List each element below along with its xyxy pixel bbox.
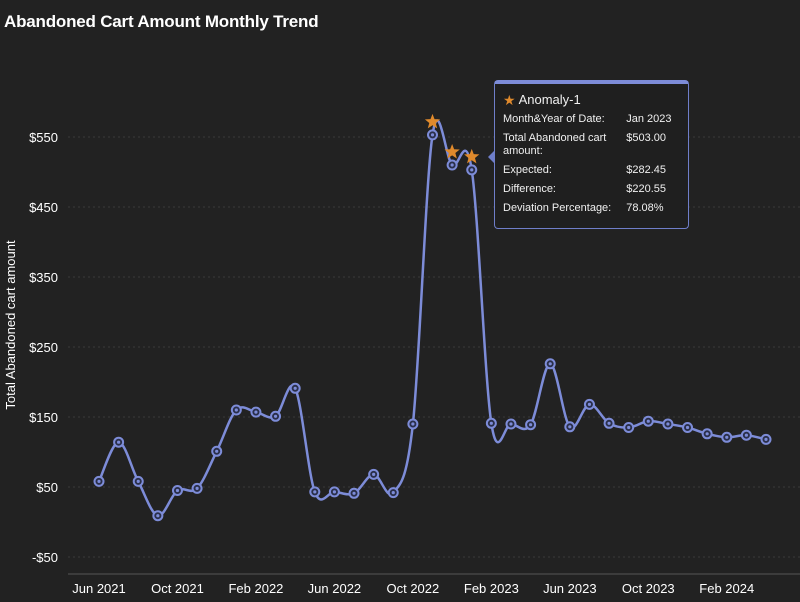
anomaly-markers-layer <box>424 113 480 164</box>
data-point[interactable] <box>466 164 478 176</box>
x-tick-label: Oct 2022 <box>386 581 439 596</box>
tooltip-value: Jan 2023 <box>626 113 672 125</box>
x-tick-label: Feb 2023 <box>464 581 519 596</box>
data-point[interactable] <box>485 417 497 429</box>
y-tick-label: $450 <box>29 200 58 215</box>
data-point[interactable] <box>368 468 380 480</box>
data-point[interactable] <box>505 418 517 430</box>
data-point[interactable] <box>328 486 340 498</box>
data-point[interactable] <box>427 129 438 141</box>
data-point[interactable] <box>211 445 223 457</box>
gridlines <box>68 136 800 575</box>
x-tick-label: Jun 2021 <box>72 581 126 596</box>
tooltip-row-deviation: Deviation Percentage: 78.08% <box>503 202 680 215</box>
data-point[interactable] <box>446 159 458 171</box>
y-axis-ticks: -$50 $50 $150 $250 $350 $450 $550 <box>29 130 58 565</box>
x-tick-label: Oct 2023 <box>622 581 675 596</box>
data-point[interactable] <box>564 421 576 433</box>
y-tick-label: $550 <box>29 130 58 145</box>
tooltip-label: Difference: <box>503 183 556 195</box>
data-point[interactable] <box>721 431 733 443</box>
x-tick-label: Oct 2021 <box>151 581 204 596</box>
x-tick-label: Jun 2023 <box>543 581 597 596</box>
chart-title: Abandoned Cart Amount Monthly Trend <box>4 12 319 31</box>
y-tick-label: $250 <box>29 340 58 355</box>
y-axis-label: Total Abandoned cart amount <box>3 240 18 410</box>
data-point[interactable] <box>662 418 674 430</box>
data-point[interactable] <box>230 404 242 416</box>
anomaly-star-icon[interactable] <box>444 144 460 159</box>
tooltip-value: $282.45 <box>626 164 666 176</box>
data-point[interactable] <box>348 487 360 499</box>
data-point[interactable] <box>407 418 419 430</box>
tooltip-label: Expected: <box>503 164 552 176</box>
data-point[interactable] <box>309 486 321 498</box>
star-icon: ★ <box>503 91 516 108</box>
data-point[interactable] <box>132 475 144 487</box>
tooltip-row-expected: Expected: $282.45 <box>503 164 680 177</box>
data-point[interactable] <box>583 398 595 410</box>
data-point[interactable] <box>760 433 772 445</box>
data-point[interactable] <box>171 485 183 496</box>
tooltip-pointer <box>488 150 495 164</box>
y-tick-label: $350 <box>29 270 58 285</box>
tooltip-label: Deviation Percentage: <box>503 202 612 214</box>
data-point[interactable] <box>525 419 537 431</box>
tooltip-row-difference: Difference: $220.55 <box>503 183 680 196</box>
anomaly-star-icon[interactable] <box>464 148 480 164</box>
x-tick-label: Jun 2022 <box>308 581 362 596</box>
tooltip-value: $220.55 <box>626 183 666 195</box>
anomaly-star-icon[interactable] <box>424 113 441 129</box>
data-point[interactable] <box>191 482 203 494</box>
data-points-layer <box>93 129 772 522</box>
data-point[interactable] <box>289 382 301 394</box>
data-point[interactable] <box>603 417 615 429</box>
y-tick-label: $50 <box>36 480 58 495</box>
tooltip-title: Anomaly-1 <box>518 92 581 107</box>
y-tick-label: -$50 <box>32 550 58 565</box>
tooltip-header: ★ Anomaly-1 <box>503 92 680 107</box>
x-tick-label: Feb 2024 <box>699 581 754 596</box>
data-point[interactable] <box>642 415 654 427</box>
x-tick-label: Feb 2022 <box>228 581 283 596</box>
tooltip-row-total: Total Abandoned cart amount: $503.00 <box>503 132 680 158</box>
tooltip-label: Month&Year of Date: <box>503 113 605 125</box>
data-point[interactable] <box>740 429 752 441</box>
x-axis-ticks: Jun 2021 Oct 2021 Feb 2022 Jun 2022 Oct 2022… <box>72 581 754 596</box>
tooltip-value: 78.08% <box>626 202 664 214</box>
data-point[interactable] <box>387 487 399 499</box>
data-point[interactable] <box>270 410 282 422</box>
data-point[interactable] <box>113 436 125 448</box>
data-point[interactable] <box>701 428 713 440</box>
tooltip-value: $503.00 <box>626 132 666 144</box>
data-point[interactable] <box>682 422 694 433</box>
data-point[interactable] <box>152 510 164 522</box>
data-point[interactable] <box>93 475 105 487</box>
data-point[interactable] <box>250 406 262 418</box>
anomaly-tooltip: ★ Anomaly-1 Month&Year of Date: Jan 2023… <box>488 80 689 229</box>
tooltip-label: Total Abandoned cart amount: <box>503 132 607 157</box>
data-point[interactable] <box>544 358 556 370</box>
data-point[interactable] <box>623 422 635 433</box>
y-tick-label: $150 <box>29 410 58 425</box>
tooltip-row-month: Month&Year of Date: Jan 2023 <box>503 113 680 126</box>
